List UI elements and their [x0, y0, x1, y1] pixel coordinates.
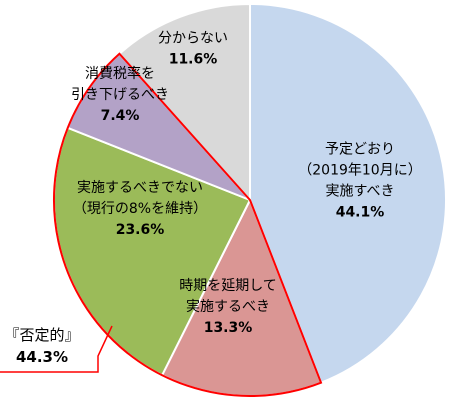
slice-label-line: 予定どおり: [325, 142, 395, 158]
slice-label-line: （現行の8%を維持）: [73, 201, 207, 217]
slice-label-group-0: 予定どおり （2019年10月に） 実施すべき 44.1%: [298, 142, 421, 221]
slice-pct-label: 44.1%: [336, 205, 385, 221]
slice-pct-label: 23.6%: [116, 222, 165, 238]
pie-slice-4: [118, 2, 251, 203]
slice-label-line: 分からない: [158, 31, 228, 47]
slice-label-line: （2019年10月に）: [298, 163, 421, 179]
slices-layer: [53, 2, 447, 397]
slice-label-line: 実施するべき: [186, 299, 270, 315]
highlight-layer: [0, 52, 323, 397]
negative-group-outline: [53, 52, 323, 397]
slice-label-line: 引き下げるべき: [71, 87, 169, 103]
slice-label-line: 消費税率を: [85, 65, 155, 82]
slice-label-line: 実施すべき: [325, 184, 394, 200]
slice-label-group-2: 実施するべきでない （現行の8%を維持） 23.6%: [73, 180, 207, 238]
negative-group-leader-line: [0, 325, 113, 373]
pie-slice-0: [249, 2, 447, 384]
labels-layer: 『否定的』 44.3% 予定どおり （2019年10月に） 実施すべき 44.1% 時期を延…: [4, 31, 421, 367]
slice-label-group-4: 分からない 11.6%: [158, 31, 228, 68]
slice-pct-label: 11.6%: [169, 52, 218, 68]
slice-label-line: 実施するべきでない: [77, 180, 203, 196]
slice-label-line: 時期を延期して: [179, 278, 277, 294]
slice-pct-label: 13.3%: [204, 320, 253, 336]
slice-pct-label: 7.4%: [101, 108, 140, 124]
negative-group-label: 『否定的』: [4, 326, 79, 344]
negative-group-pct: 44.3%: [16, 348, 68, 366]
